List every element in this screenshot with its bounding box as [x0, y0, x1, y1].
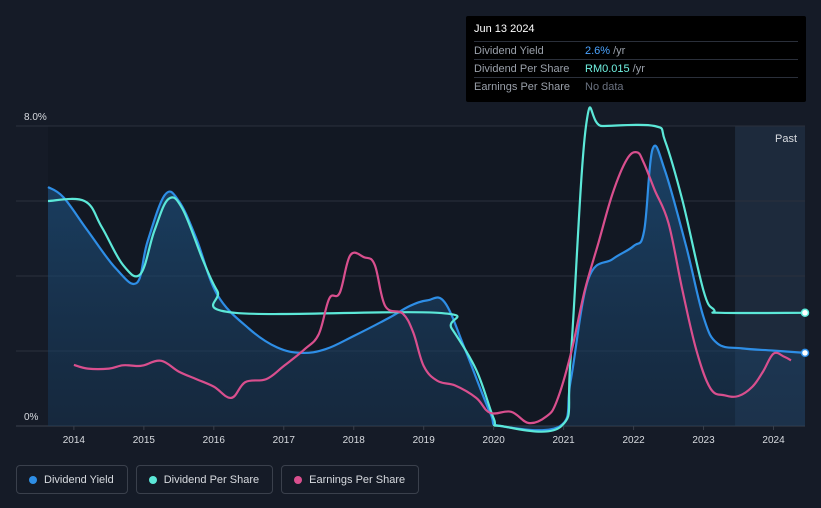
legend-label: Dividend Per Share	[163, 473, 260, 486]
series-line-dividend-per-share	[47, 106, 806, 433]
tooltip-label: Dividend Per Share	[474, 62, 570, 75]
past-label: Past	[775, 133, 797, 145]
x-tick-label: 2016	[203, 435, 226, 446]
x-tick-label: 2024	[762, 435, 785, 446]
legend-item-dividend-per-share[interactable]: Dividend Per Share	[135, 465, 274, 494]
legend-dot-earnings-per-share	[294, 475, 303, 484]
legend-label: Dividend Yield	[44, 473, 114, 486]
tooltip-value: RM0.015	[585, 62, 630, 75]
tooltip-value: No data	[585, 80, 624, 93]
x-tick-label: 2022	[622, 435, 645, 446]
legend-item-dividend-yield[interactable]: Dividend Yield	[16, 465, 128, 494]
x-tick-label: 2014	[63, 435, 86, 446]
x-tick-label: 2015	[133, 435, 156, 446]
chart-legend: Dividend Yield Dividend Per Share Earnin…	[16, 465, 420, 494]
tooltip-unit: /yr	[613, 44, 626, 57]
x-tick-label: 2023	[692, 435, 715, 446]
end-marker-dividend-yield	[800, 348, 810, 358]
x-tick-label: 2019	[413, 435, 436, 446]
legend-dot-dividend-yield	[29, 475, 37, 484]
y-tick-label: 0%	[24, 412, 39, 423]
y-tick-label: 8.0%	[24, 112, 47, 123]
area-dividend-yield	[48, 145, 805, 431]
x-tick-label: 2017	[273, 435, 296, 446]
end-marker-dividend-per-share	[800, 308, 810, 317]
series-line-dividend-yield	[47, 144, 806, 432]
tooltip-row-earnings-per-share: Earnings Per Share No data	[474, 78, 798, 95]
tooltip-date: Jun 13 2024	[474, 23, 798, 42]
series-line-earnings-per-share	[73, 151, 792, 425]
tooltip-row-dividend-per-share: Dividend Per Share RM0.015 /yr	[474, 60, 798, 78]
chart-canvas: 2014 2015 2016 2017 2018 2019 2020 2021 2022 2023…	[16, 106, 810, 446]
chart-tooltip: Jun 13 2024 Dividend Yield 2.6% /yr Divi…	[466, 16, 806, 102]
legend-item-earnings-per-share[interactable]: Earnings Per Share	[281, 465, 420, 494]
tooltip-unit: /yr	[632, 62, 645, 75]
tooltip-value: 2.6%	[585, 44, 611, 57]
legend-dot-dividend-per-share	[148, 475, 157, 484]
legend-label: Earnings Per Share	[309, 473, 406, 486]
tooltip-label: Dividend Yield	[474, 44, 544, 57]
tooltip-row-dividend-yield: Dividend Yield 2.6% /yr	[474, 42, 798, 60]
x-tick-label: 2018	[343, 435, 366, 446]
x-tick-label: 2021	[553, 435, 576, 446]
tooltip-label: Earnings Per Share	[474, 80, 570, 93]
x-tick-label: 2020	[483, 435, 506, 446]
